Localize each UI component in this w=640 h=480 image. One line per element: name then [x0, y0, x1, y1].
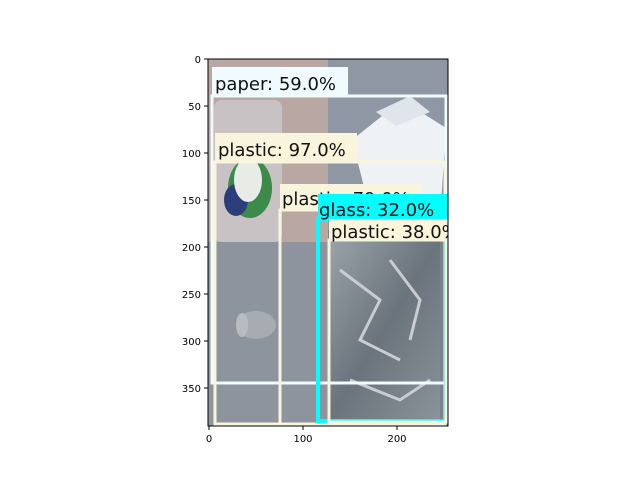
y-tick-label-350: 350: [182, 384, 201, 395]
label-bg-glass: [318, 194, 448, 219]
x-tick-label-0: 0: [206, 434, 212, 445]
y-tick-label-300: 300: [182, 337, 201, 348]
y-tick-label-250: 250: [182, 290, 201, 301]
bag-wrinkles: [339, 259, 431, 402]
axes-frame: [207, 58, 449, 427]
y-tick-label-100: 100: [182, 149, 201, 160]
y-tick-label-0: 0: [195, 55, 201, 66]
label-plastic-97: plastic: 97.0%: [218, 140, 346, 161]
paper-sheet-back: [376, 96, 430, 126]
y-tick-label-200: 200: [182, 243, 201, 254]
label-glass: glass: 32.0%: [319, 200, 434, 221]
y-tick-label-50: 50: [188, 102, 201, 113]
x-tick-label-100: 100: [293, 434, 312, 445]
bottle-label-white: [234, 158, 262, 202]
label-bg-plastic-97: [215, 133, 357, 162]
x-tick-label-200: 200: [387, 434, 406, 445]
photo-image: [208, 59, 448, 426]
label-bg-plastic-38: [329, 219, 448, 240]
plastic-bag: [328, 240, 440, 420]
y-tick-label-150: 150: [182, 196, 201, 207]
glass-stem: [236, 313, 248, 337]
y-axis: 0 50 100 150 200 250 300 350: [182, 55, 208, 395]
detection-labels: paper: 59.0% plastic: 97.0% plastic: 79.…: [212, 67, 459, 243]
label-plastic-38: plastic: 38.0%: [331, 222, 459, 243]
x-axis: 0 100 200: [206, 426, 407, 445]
label-paper: paper: 59.0%: [215, 74, 336, 95]
label-bg-paper: [212, 67, 348, 96]
